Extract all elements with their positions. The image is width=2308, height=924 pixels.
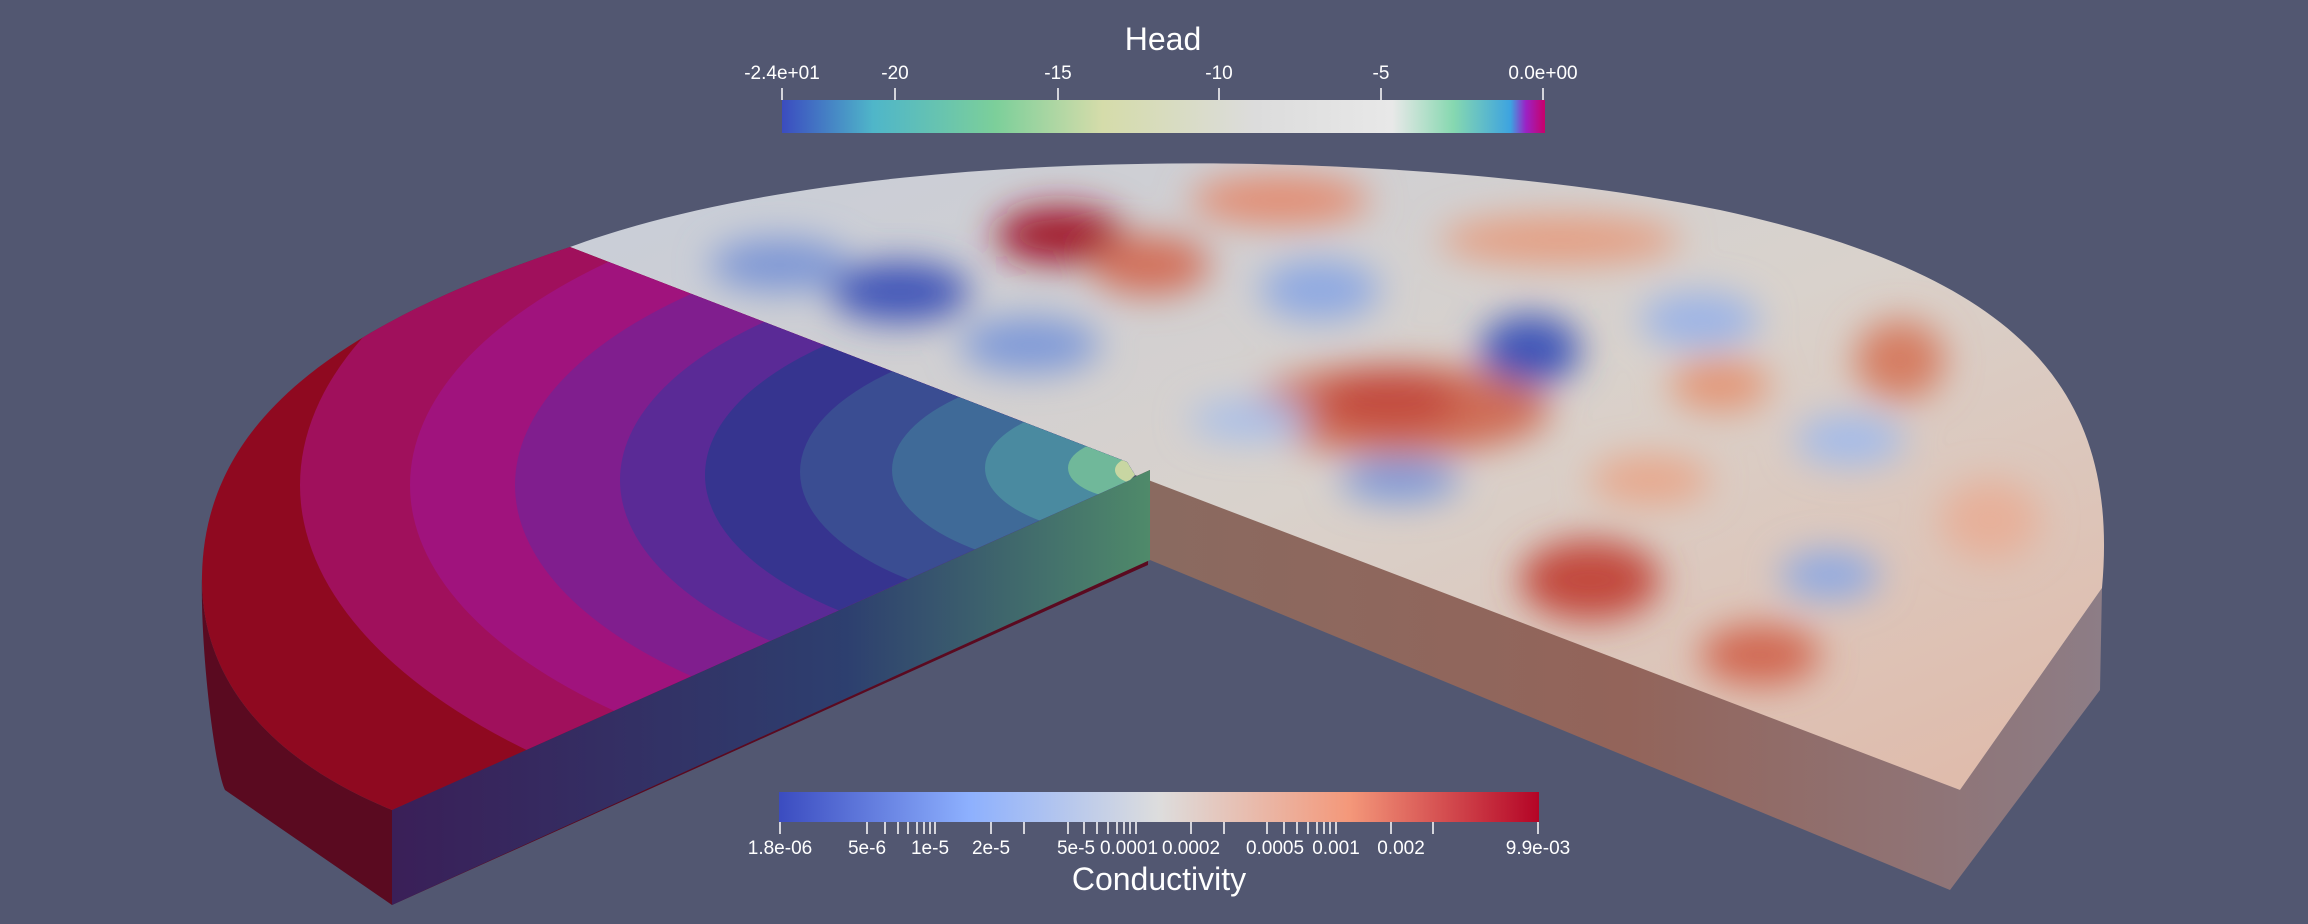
- conductivity-side-wall: [1150, 470, 2102, 890]
- conductivity-tick-label: 1e-5: [911, 838, 949, 859]
- head-colorbar-ticks: [781, 88, 1544, 100]
- head-tick-label: -2.4e+01: [744, 63, 820, 84]
- conductivity-tick-label: 0.001: [1312, 838, 1360, 859]
- conductivity-colorbar-ticks: [779, 822, 1539, 834]
- head-tick-label: 0.0e+00: [1508, 63, 1577, 84]
- head-colorbar-ramp: [782, 100, 1545, 133]
- conductivity-colorbar-title: Conductivity: [1072, 861, 1246, 897]
- conductivity-tick-label: 0.0005: [1246, 838, 1304, 859]
- conductivity-colorbar[interactable]: 1.8e-06 5e-6 1e-5 2e-5 5e-5 0.0001 0.000…: [748, 792, 1570, 897]
- head-cut-face: [392, 470, 1150, 905]
- conductivity-tick-label: 9.9e-03: [1506, 838, 1570, 859]
- conductivity-tick-label: 1.8e-06: [748, 838, 812, 859]
- conductivity-tick-label: 0.002: [1377, 838, 1425, 859]
- conductivity-tick-label: 5e-6: [848, 838, 886, 859]
- model-slice[interactable]: [180, 105, 2105, 905]
- head-colorbar-title: Head: [1125, 21, 1202, 57]
- head-tick-label: -5: [1373, 63, 1390, 84]
- conductivity-tick-label: 5e-5: [1057, 838, 1095, 859]
- head-colorbar[interactable]: Head -2.4e+01 -20 -15 -10 -5 0.0e+00: [744, 21, 1578, 133]
- conductivity-tick-label: 0.0002: [1162, 838, 1220, 859]
- conductivity-colorbar-ramp: [779, 792, 1539, 822]
- head-tick-label: -15: [1044, 63, 1071, 84]
- conductivity-tick-label: 0.0001: [1100, 838, 1158, 859]
- head-tick-label: -10: [1205, 63, 1232, 84]
- conductivity-tick-label: 2e-5: [972, 838, 1010, 859]
- conductivity-blobs: [710, 175, 2040, 685]
- head-tick-label: -20: [881, 63, 908, 84]
